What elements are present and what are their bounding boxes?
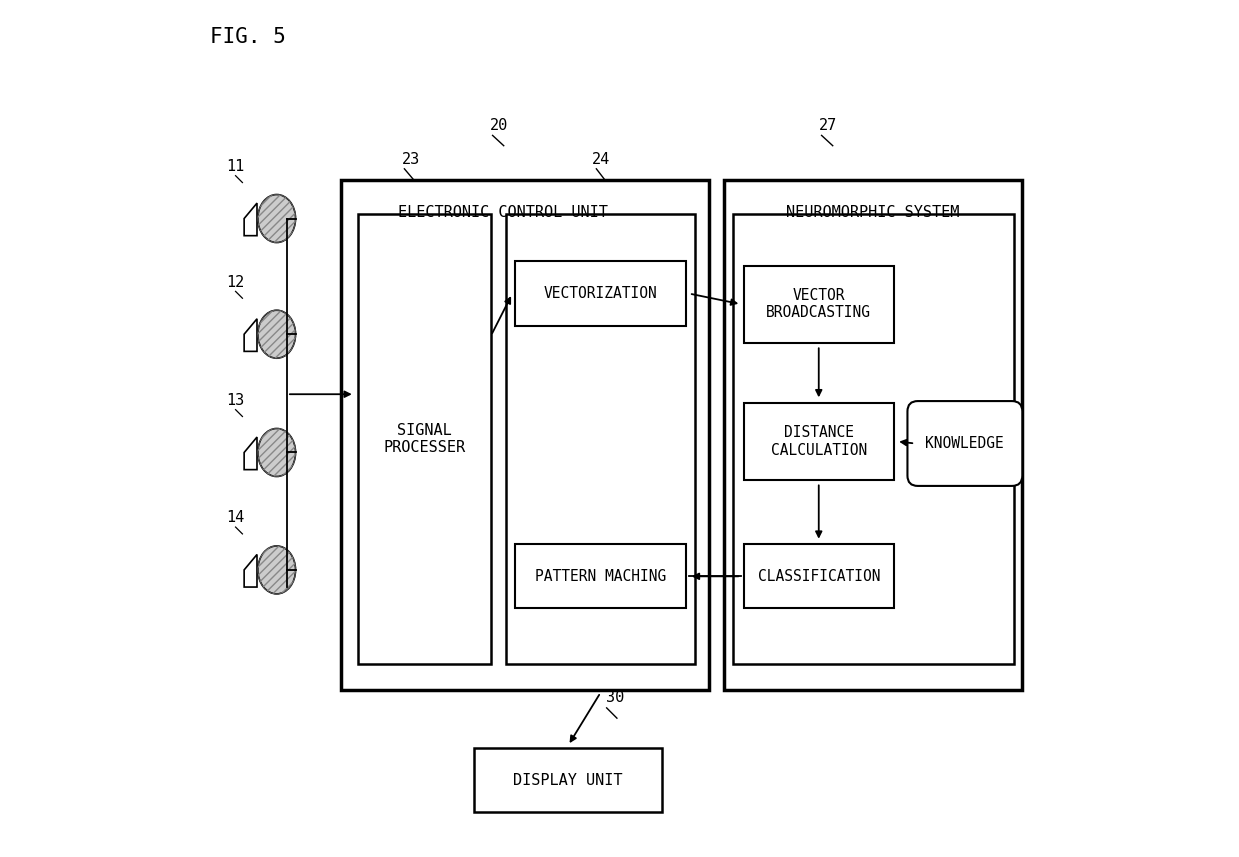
Text: 23: 23 xyxy=(403,152,420,167)
Text: 24: 24 xyxy=(591,152,610,167)
Text: 20: 20 xyxy=(491,117,508,133)
Text: PATTERN MACHING: PATTERN MACHING xyxy=(535,569,667,584)
Text: DISTANCE
CALCULATION: DISTANCE CALCULATION xyxy=(771,425,867,458)
Text: 14: 14 xyxy=(227,510,244,525)
Ellipse shape xyxy=(258,310,296,358)
Text: SIGNAL
PROCESSER: SIGNAL PROCESSER xyxy=(383,423,466,455)
Text: CLASSIFICATION: CLASSIFICATION xyxy=(757,569,880,584)
Text: 11: 11 xyxy=(227,159,244,174)
Bar xyxy=(724,180,1022,690)
Bar xyxy=(507,214,695,664)
Bar xyxy=(341,180,710,690)
Text: 13: 13 xyxy=(227,393,244,408)
Bar xyxy=(473,748,663,812)
Ellipse shape xyxy=(258,428,296,476)
Polygon shape xyxy=(244,203,256,236)
Bar xyxy=(743,266,893,343)
Text: DISPLAY UNIT: DISPLAY UNIT xyxy=(513,773,623,788)
Text: FIG. 5: FIG. 5 xyxy=(209,27,286,47)
Text: ELECTRONIC CONTROL UNIT: ELECTRONIC CONTROL UNIT xyxy=(398,205,608,220)
Polygon shape xyxy=(244,319,256,351)
Bar xyxy=(743,544,893,608)
Polygon shape xyxy=(244,437,256,470)
Text: VECTOR
BROADCASTING: VECTOR BROADCASTING xyxy=(766,288,871,321)
Text: KNOWLEDGE: KNOWLEDGE xyxy=(926,436,1005,451)
Polygon shape xyxy=(244,554,256,587)
Ellipse shape xyxy=(258,546,296,594)
Text: VECTORIZATION: VECTORIZATION xyxy=(544,286,658,301)
Bar xyxy=(515,261,686,326)
Text: NEUROMORPHIC SYSTEM: NEUROMORPHIC SYSTEM xyxy=(787,205,960,220)
Bar xyxy=(743,403,893,480)
Text: 27: 27 xyxy=(819,117,838,133)
Bar xyxy=(732,214,1014,664)
Bar xyxy=(358,214,491,664)
FancyBboxPatch shape xyxy=(907,401,1022,486)
Ellipse shape xyxy=(258,195,296,243)
Text: 12: 12 xyxy=(227,274,244,290)
Text: 30: 30 xyxy=(606,690,624,705)
Bar xyxy=(515,544,686,608)
